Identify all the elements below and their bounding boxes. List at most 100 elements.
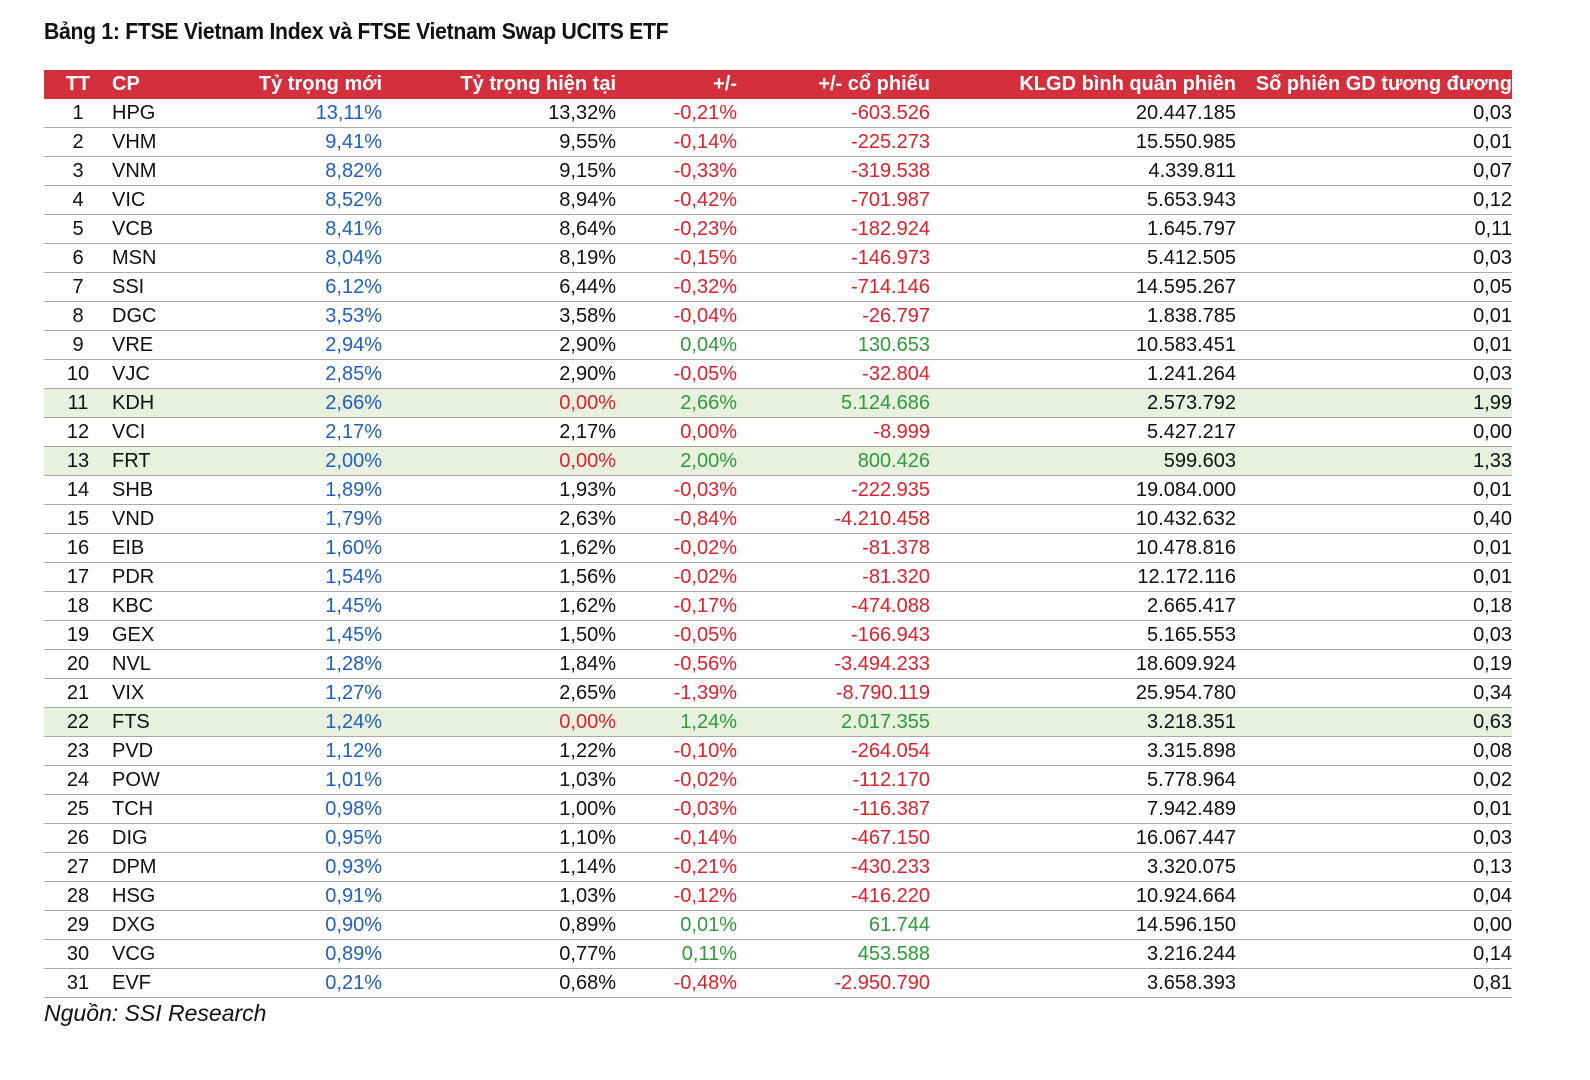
table-row: 30 VCG 0,89% 0,77% 0,11% 453.588 3.216.244 0,14 <box>44 939 1512 969</box>
cell-current-weight: 6,44% <box>382 272 616 302</box>
cell-current-weight: 1,56% <box>382 562 616 592</box>
table-row: 25 TCH 0,98% 1,00% -0,03% -116.387 7.942.489 0,… <box>44 794 1512 824</box>
table-row: 5 VCB 8,41% 8,64% -0,23% -182.924 1.645.797 0,1… <box>44 214 1512 244</box>
cell-ticker: EVF <box>112 968 202 998</box>
cell-weight-change: -0,15% <box>616 243 737 273</box>
cell-equiv-sessions: 0,12 <box>1236 185 1512 215</box>
cell-current-weight: 1,50% <box>382 620 616 650</box>
cell-weight-change: -0,05% <box>616 620 737 650</box>
cell-equiv-sessions: 0,04 <box>1236 881 1512 911</box>
cell-share-change: -319.538 <box>737 156 930 186</box>
cell-new-weight: 1,28% <box>202 649 382 679</box>
cell-weight-change: -0,21% <box>616 852 737 882</box>
cell-avg-volume: 2.573.792 <box>930 388 1236 418</box>
table-row: 29 DXG 0,90% 0,89% 0,01% 61.744 14.596.150 0,00 <box>44 910 1512 940</box>
table-title: Bảng 1: FTSE Vietnam Index và FTSE Vietn… <box>44 18 669 44</box>
cell-ticker: SSI <box>112 272 202 302</box>
header-equiv-sessions: Số phiên GD tương đương <box>1236 70 1512 99</box>
cell-share-change: -714.146 <box>737 272 930 302</box>
cell-equiv-sessions: 0,02 <box>1236 765 1512 795</box>
cell-equiv-sessions: 0,81 <box>1236 968 1512 998</box>
table-row: 28 HSG 0,91% 1,03% -0,12% -416.220 10.924.664 0… <box>44 881 1512 911</box>
cell-tt: 30 <box>44 939 112 969</box>
cell-weight-change: -0,02% <box>616 533 737 563</box>
cell-equiv-sessions: 0,01 <box>1236 301 1512 331</box>
table-row: 7 SSI 6,12% 6,44% -0,32% -714.146 14.595.267 0,… <box>44 272 1512 302</box>
cell-equiv-sessions: 0,03 <box>1236 359 1512 389</box>
cell-new-weight: 1,24% <box>202 707 382 737</box>
cell-weight-change: -0,03% <box>616 475 737 505</box>
cell-weight-change: -0,17% <box>616 591 737 621</box>
cell-ticker: DPM <box>112 852 202 882</box>
cell-ticker: NVL <box>112 649 202 679</box>
cell-avg-volume: 25.954.780 <box>930 678 1236 708</box>
cell-avg-volume: 1.645.797 <box>930 214 1236 244</box>
cell-weight-change: -0,33% <box>616 156 737 186</box>
cell-ticker: PVD <box>112 736 202 766</box>
cell-tt: 9 <box>44 330 112 360</box>
cell-current-weight: 0,00% <box>382 707 616 737</box>
table-row: 9 VRE 2,94% 2,90% 0,04% 130.653 10.583.451 0,01 <box>44 330 1512 360</box>
cell-equiv-sessions: 0,03 <box>1236 99 1512 128</box>
cell-ticker: DGC <box>112 301 202 331</box>
cell-tt: 5 <box>44 214 112 244</box>
cell-current-weight: 1,93% <box>382 475 616 505</box>
cell-new-weight: 0,21% <box>202 968 382 998</box>
cell-equiv-sessions: 0,01 <box>1236 475 1512 505</box>
cell-ticker: HPG <box>112 99 202 128</box>
table-row: 18 KBC 1,45% 1,62% -0,17% -474.088 2.665.417 0,… <box>44 591 1512 621</box>
cell-new-weight: 2,66% <box>202 388 382 418</box>
cell-share-change: -474.088 <box>737 591 930 621</box>
cell-equiv-sessions: 0,00 <box>1236 910 1512 940</box>
cell-share-change: 453.588 <box>737 939 930 969</box>
cell-avg-volume: 10.432.632 <box>930 504 1236 534</box>
cell-tt: 29 <box>44 910 112 940</box>
cell-share-change: -701.987 <box>737 185 930 215</box>
cell-share-change: -603.526 <box>737 99 930 128</box>
cell-avg-volume: 5.165.553 <box>930 620 1236 650</box>
cell-tt: 15 <box>44 504 112 534</box>
cell-current-weight: 8,64% <box>382 214 616 244</box>
cell-current-weight: 1,00% <box>382 794 616 824</box>
cell-tt: 27 <box>44 852 112 882</box>
cell-tt: 13 <box>44 446 112 476</box>
header-new-weight: Tỷ trọng mới <box>202 70 382 99</box>
cell-equiv-sessions: 1,99 <box>1236 388 1512 418</box>
cell-avg-volume: 15.550.985 <box>930 127 1236 157</box>
cell-equiv-sessions: 0,05 <box>1236 272 1512 302</box>
cell-ticker: EIB <box>112 533 202 563</box>
cell-tt: 2 <box>44 127 112 157</box>
cell-ticker: VHM <box>112 127 202 157</box>
cell-avg-volume: 599.603 <box>930 446 1236 476</box>
cell-tt: 6 <box>44 243 112 273</box>
cell-tt: 28 <box>44 881 112 911</box>
cell-share-change: -416.220 <box>737 881 930 911</box>
cell-current-weight: 1,14% <box>382 852 616 882</box>
cell-tt: 1 <box>44 99 112 128</box>
cell-new-weight: 3,53% <box>202 301 382 331</box>
cell-weight-change: 2,00% <box>616 446 737 476</box>
cell-new-weight: 13,11% <box>202 99 382 128</box>
table-row: 6 MSN 8,04% 8,19% -0,15% -146.973 5.412.505 0,0… <box>44 243 1512 273</box>
cell-tt: 22 <box>44 707 112 737</box>
cell-new-weight: 1,89% <box>202 475 382 505</box>
cell-ticker: VIC <box>112 185 202 215</box>
cell-weight-change: 2,66% <box>616 388 737 418</box>
cell-share-change: -4.210.458 <box>737 504 930 534</box>
cell-current-weight: 2,65% <box>382 678 616 708</box>
cell-ticker: VRE <box>112 330 202 360</box>
cell-new-weight: 1,01% <box>202 765 382 795</box>
cell-ticker: VCG <box>112 939 202 969</box>
cell-equiv-sessions: 0,01 <box>1236 533 1512 563</box>
header-tt: TT <box>44 70 112 99</box>
cell-new-weight: 2,85% <box>202 359 382 389</box>
cell-new-weight: 0,89% <box>202 939 382 969</box>
cell-share-change: -146.973 <box>737 243 930 273</box>
cell-current-weight: 0,68% <box>382 968 616 998</box>
cell-current-weight: 1,03% <box>382 765 616 795</box>
cell-avg-volume: 14.596.150 <box>930 910 1236 940</box>
cell-ticker: PDR <box>112 562 202 592</box>
cell-ticker: TCH <box>112 794 202 824</box>
cell-current-weight: 8,94% <box>382 185 616 215</box>
cell-equiv-sessions: 0,00 <box>1236 417 1512 447</box>
